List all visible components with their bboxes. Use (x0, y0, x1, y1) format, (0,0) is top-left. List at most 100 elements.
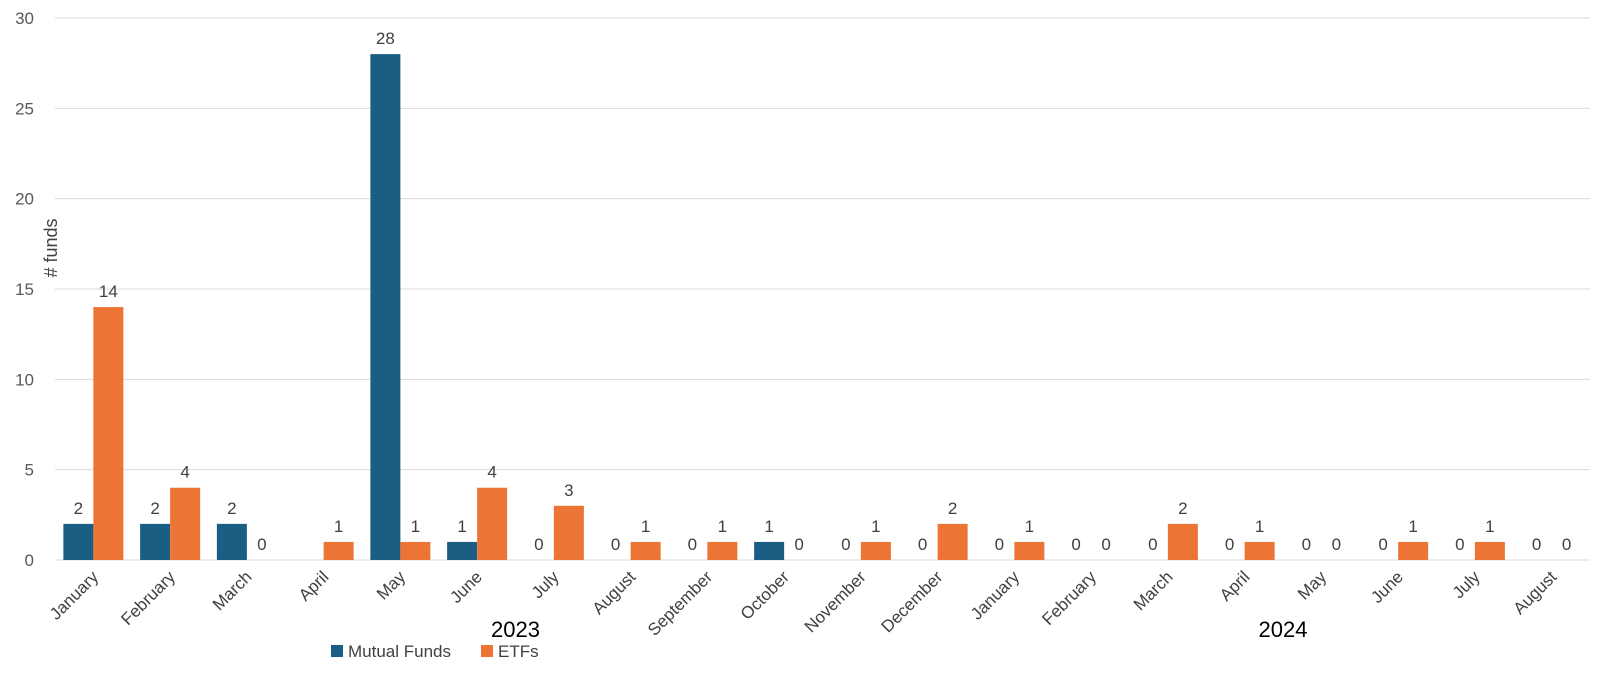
bar-etfs (860, 541, 891, 560)
category-label: May (1294, 567, 1330, 603)
category-label: August (589, 567, 640, 618)
bar-etfs (630, 541, 661, 560)
data-label: 0 (1225, 535, 1234, 554)
bar-mutual-funds (754, 541, 785, 560)
data-label: 1 (334, 517, 343, 536)
data-label: 1 (411, 517, 420, 536)
data-label: 1 (871, 517, 880, 536)
data-label: 1 (1025, 517, 1034, 536)
y-axis-ticks: 0 5 10 15 20 25 30 (15, 9, 34, 570)
data-label: 0 (534, 535, 543, 554)
category-label: February (1038, 567, 1100, 629)
bar-etfs (400, 541, 431, 560)
category-label: January (46, 567, 103, 624)
x-axis-categories: January February March April May June July Augu… (46, 567, 1561, 640)
bar-etfs (1398, 541, 1429, 560)
data-label: 0 (794, 535, 803, 554)
y-axis-title: # funds (41, 218, 61, 277)
bar-mutual-funds (63, 523, 94, 560)
legend-label: Mutual Funds (348, 642, 451, 661)
y-tick-label: 25 (15, 99, 34, 118)
category-label: July (528, 567, 563, 602)
data-label: 2 (150, 499, 159, 518)
bar-etfs (1474, 541, 1505, 560)
bar-mutual-funds (216, 523, 247, 560)
data-label: 3 (564, 481, 573, 500)
data-label: 2 (948, 499, 957, 518)
category-label: September (644, 567, 716, 639)
category-label: October (737, 567, 793, 623)
data-label: 4 (487, 463, 496, 482)
category-label: August (1510, 567, 1561, 618)
bar-mutual-funds (370, 54, 401, 561)
data-label: 1 (718, 517, 727, 536)
data-label: 0 (918, 535, 927, 554)
data-label: 1 (1408, 517, 1417, 536)
x-axis-years: 2023 2024 (491, 617, 1307, 642)
data-label: 1 (457, 517, 466, 536)
data-label: 2 (74, 499, 83, 518)
category-label: February (117, 567, 179, 629)
data-label: 0 (995, 535, 1004, 554)
category-label: April (1216, 567, 1253, 604)
year-label: 2024 (1259, 617, 1308, 642)
data-label: 0 (1071, 535, 1080, 554)
bar-etfs (93, 307, 124, 560)
bar-mutual-funds (140, 523, 171, 560)
category-label: November (801, 567, 870, 636)
bar-etfs (1244, 541, 1275, 560)
category-label: December (878, 567, 947, 636)
category-label: March (209, 567, 256, 614)
data-label: 2 (227, 499, 236, 518)
data-label: 1 (1485, 517, 1494, 536)
y-tick-label: 5 (25, 461, 34, 480)
bar-etfs (477, 487, 508, 560)
bars (63, 54, 1505, 561)
bar-mutual-funds (447, 541, 478, 560)
bar-etfs (1167, 523, 1198, 560)
data-label: 0 (688, 535, 697, 554)
legend-swatch (331, 645, 343, 657)
bar-etfs (170, 487, 201, 560)
bar-etfs (323, 541, 354, 560)
data-label: 0 (841, 535, 850, 554)
category-label: March (1130, 567, 1177, 614)
category-label: June (1367, 567, 1407, 607)
data-label: 0 (1378, 535, 1387, 554)
data-label: 14 (99, 282, 118, 301)
category-label: January (967, 567, 1024, 624)
data-label: 0 (1332, 535, 1341, 554)
data-label: 0 (1148, 535, 1157, 554)
data-label: 0 (1562, 535, 1571, 554)
y-tick-label: 30 (15, 9, 34, 28)
data-label: 0 (1302, 535, 1311, 554)
category-label: June (446, 567, 486, 607)
data-label: 1 (1255, 517, 1264, 536)
legend-swatch (481, 645, 493, 657)
legend: Mutual Funds ETFs (331, 642, 539, 661)
data-label: 0 (1532, 535, 1541, 554)
data-label: 0 (1455, 535, 1464, 554)
data-label: 0 (611, 535, 620, 554)
data-label: 28 (376, 29, 395, 48)
y-tick-label: 10 (15, 370, 34, 389)
category-label: May (373, 567, 409, 603)
data-label: 2 (1178, 499, 1187, 518)
bar-etfs (553, 505, 584, 560)
bar-etfs (1014, 541, 1045, 560)
data-label: 0 (257, 535, 266, 554)
category-label: July (1449, 567, 1484, 602)
data-label: 1 (764, 517, 773, 536)
data-label: 0 (1101, 535, 1110, 554)
y-tick-label: 15 (15, 280, 34, 299)
bar-etfs (937, 523, 968, 560)
data-label: 1 (641, 517, 650, 536)
bar-etfs (707, 541, 738, 560)
y-tick-label: 20 (15, 190, 34, 209)
category-label: April (295, 567, 332, 604)
year-label: 2023 (491, 617, 540, 642)
legend-label: ETFs (498, 642, 539, 661)
